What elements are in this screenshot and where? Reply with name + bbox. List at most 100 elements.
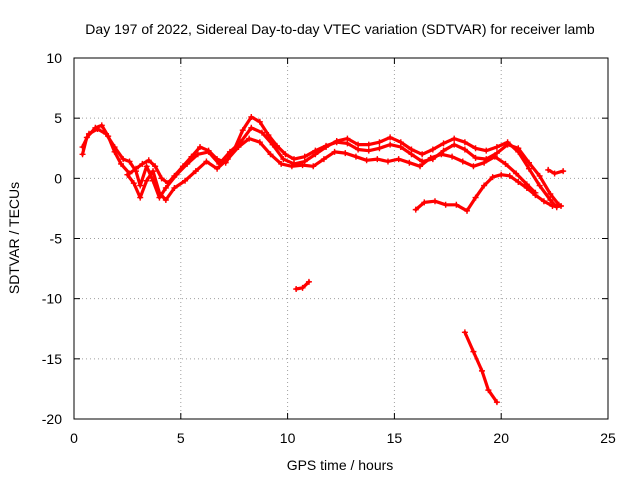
series-track-5 (545, 166, 567, 177)
data-point (408, 146, 415, 153)
data-point (363, 157, 370, 164)
data-point (478, 367, 485, 374)
series-line (80, 126, 559, 209)
y-tick-label: 10 (46, 50, 62, 66)
data-point (258, 129, 265, 136)
data-point (472, 154, 479, 161)
data-point (461, 139, 468, 146)
data-point (545, 166, 552, 173)
data-point (506, 172, 513, 179)
data-point (453, 201, 460, 208)
data-point (162, 196, 169, 203)
data-point (515, 178, 522, 185)
data-point (139, 160, 146, 167)
data-point (299, 284, 306, 291)
data-point (387, 141, 394, 148)
data-point (184, 160, 191, 167)
data-point (120, 156, 127, 163)
data-point (192, 168, 199, 175)
data-point (515, 148, 522, 155)
data-point (472, 194, 479, 201)
data-point (143, 177, 150, 184)
data-point (421, 199, 428, 206)
data-point (293, 286, 300, 293)
data-point (265, 132, 272, 139)
data-point (560, 168, 567, 175)
data-point (498, 171, 505, 178)
series-line (80, 115, 561, 207)
data-point (485, 387, 492, 394)
data-point (130, 180, 137, 187)
data-point (137, 182, 144, 189)
data-point (312, 151, 319, 158)
data-point (493, 399, 500, 406)
data-point (301, 158, 308, 165)
data-point (442, 201, 449, 208)
data-point (504, 139, 511, 146)
data-point (472, 145, 479, 152)
y-tick-label: -5 (50, 231, 63, 247)
data-point (395, 156, 402, 163)
data-point (417, 163, 424, 170)
data-point (470, 348, 477, 355)
data-point (451, 135, 458, 142)
series-track-7 (461, 329, 500, 406)
data-point (117, 160, 124, 167)
data-point (355, 141, 362, 148)
data-point (365, 147, 372, 154)
data-point (310, 163, 317, 170)
data-point (246, 135, 253, 142)
series-layer (79, 113, 567, 406)
data-point (376, 145, 383, 152)
data-point (461, 146, 468, 153)
data-point (536, 182, 543, 189)
data-point (158, 175, 165, 182)
data-point (194, 151, 201, 158)
data-point (397, 139, 404, 146)
x-axis-label: GPS time / hours (287, 457, 394, 473)
data-point (267, 151, 274, 158)
series-track-2 (79, 124, 560, 211)
data-point (431, 198, 438, 205)
y-tick-label: -15 (42, 351, 62, 367)
data-point (440, 140, 447, 147)
data-point (523, 184, 530, 191)
data-point (320, 156, 327, 163)
y-tick-label: -20 (42, 411, 62, 427)
data-point (156, 189, 163, 196)
data-point (489, 174, 496, 181)
data-point (98, 122, 105, 129)
data-point (376, 139, 383, 146)
data-point (419, 151, 426, 158)
data-point (406, 159, 413, 166)
data-point (384, 158, 391, 165)
data-point (549, 203, 556, 210)
data-point (342, 150, 349, 157)
data-point (182, 177, 189, 184)
data-point (449, 153, 456, 160)
data-point (248, 124, 255, 131)
series-line (125, 137, 538, 202)
x-tick-label: 5 (177, 430, 185, 446)
data-point (103, 130, 110, 137)
data-point (79, 144, 86, 151)
data-point (513, 170, 520, 177)
data-point (491, 153, 498, 160)
data-point (323, 144, 330, 151)
data-point (493, 150, 500, 157)
data-point (239, 127, 246, 134)
data-point (235, 144, 242, 151)
data-point (481, 159, 488, 166)
data-point (547, 196, 554, 203)
data-point (126, 158, 133, 165)
data-point (461, 329, 468, 336)
y-tick-label: -10 (42, 291, 62, 307)
series-track-3 (124, 135, 539, 203)
data-point (85, 130, 92, 137)
data-point (124, 171, 131, 178)
data-point (427, 154, 434, 161)
data-point (459, 158, 466, 165)
data-point (278, 160, 285, 167)
x-tick-label: 0 (70, 430, 78, 446)
